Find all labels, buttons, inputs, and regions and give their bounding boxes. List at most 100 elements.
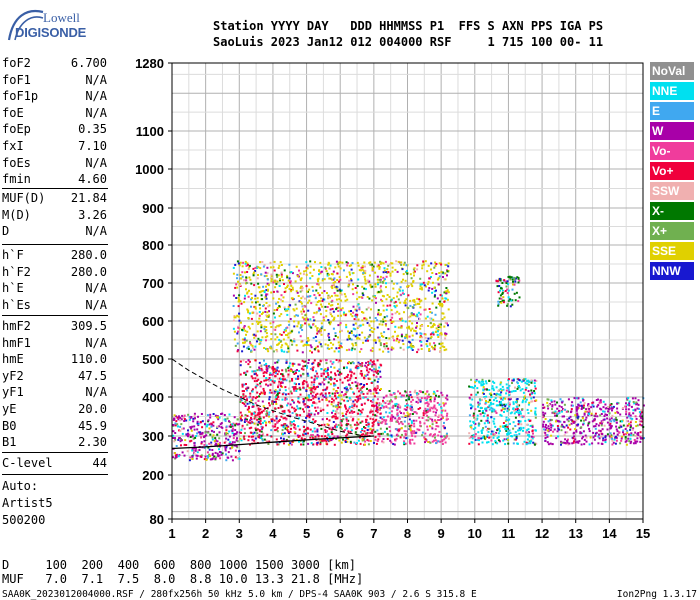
echo-pixel xyxy=(552,430,555,433)
echo-pixel xyxy=(181,432,184,435)
echo-pixel xyxy=(485,409,488,412)
echo-pixel xyxy=(239,364,242,367)
echo-pixel xyxy=(337,424,340,427)
echo-pixel xyxy=(363,261,366,264)
echo-pixel xyxy=(434,419,437,422)
echo-pixel xyxy=(410,400,413,403)
echo-pixel xyxy=(517,423,520,426)
echo-pixel xyxy=(291,412,294,414)
echo-pixel xyxy=(482,410,484,413)
echo-pixel xyxy=(265,414,268,417)
echo-pixel xyxy=(242,396,245,399)
echo-pixel xyxy=(256,369,259,372)
echo-pixel xyxy=(237,330,239,333)
echo-pixel xyxy=(438,300,441,303)
echo-pixel xyxy=(311,421,314,424)
echo-pixel xyxy=(410,432,413,435)
echo-pixel xyxy=(629,428,632,431)
echo-pixel xyxy=(474,433,477,436)
echo-pixel xyxy=(316,372,319,375)
echo-pixel xyxy=(273,390,276,393)
echo-pixel xyxy=(250,417,252,419)
echo-pixel xyxy=(526,408,529,411)
echo-pixel xyxy=(396,409,399,412)
echo-pixel xyxy=(256,413,259,416)
echo-pixel xyxy=(477,443,480,446)
echo-pixel xyxy=(380,388,382,390)
echo-pixel xyxy=(301,438,304,441)
echo-pixel xyxy=(378,267,381,270)
echo-pixel xyxy=(270,277,273,280)
echo-pixel xyxy=(423,409,426,412)
echo-pixel xyxy=(279,407,282,410)
echo-pixel xyxy=(542,411,545,414)
echo-pixel xyxy=(242,345,245,348)
legend-item: NNE xyxy=(650,82,694,100)
echo-pixel xyxy=(603,410,606,413)
echo-pixel xyxy=(528,440,531,443)
echo-pixel xyxy=(288,288,291,290)
echo-pixel xyxy=(632,427,635,430)
echo-pixel xyxy=(236,332,239,335)
echo-pixel xyxy=(478,423,481,425)
echo-pixel xyxy=(257,408,260,411)
echo-pixel xyxy=(520,423,523,426)
echo-pixel xyxy=(234,433,237,436)
echo-pixel xyxy=(291,272,294,275)
echo-pixel xyxy=(229,441,232,444)
logo-digisonde-text: DIGISONDE xyxy=(15,25,87,40)
echo-pixel xyxy=(328,348,331,350)
echo-pixel xyxy=(397,260,400,263)
echo-pixel xyxy=(292,362,295,365)
echo-pixel xyxy=(575,419,578,422)
echo-pixel xyxy=(311,351,313,354)
echo-pixel xyxy=(244,329,247,332)
echo-pixel xyxy=(358,394,361,397)
echo-pixel xyxy=(334,332,337,335)
echo-pixel xyxy=(335,390,338,393)
echo-pixel xyxy=(417,348,420,351)
echo-pixel xyxy=(331,315,334,318)
echo-pixel xyxy=(486,388,488,391)
echo-pixel xyxy=(530,440,533,443)
echo-pixel xyxy=(432,433,435,436)
echo-pixel xyxy=(427,416,430,419)
echo-pixel xyxy=(504,290,507,292)
echo-pixel xyxy=(612,418,615,421)
echo-pixel xyxy=(637,407,640,410)
echo-pixel xyxy=(328,419,331,422)
echo-pixel xyxy=(575,430,578,433)
echo-pixel xyxy=(188,459,191,462)
echo-pixel xyxy=(283,350,286,353)
echo-pixel xyxy=(325,440,328,443)
echo-pixel xyxy=(239,437,242,440)
echo-pixel xyxy=(474,418,477,421)
echo-pixel xyxy=(320,375,323,377)
echo-pixel xyxy=(290,392,293,395)
muf-row: MUF 7.0 7.1 7.5 8.0 8.8 10.0 13.3 21.8 [… xyxy=(2,572,364,586)
echo-pixel xyxy=(278,264,281,267)
echo-pixel xyxy=(210,425,213,428)
echo-pixel xyxy=(628,404,631,407)
echo-pixel xyxy=(526,438,529,441)
echo-pixel xyxy=(636,440,639,443)
echo-pixel xyxy=(261,426,264,429)
echo-pixel xyxy=(221,452,224,455)
echo-pixel xyxy=(632,401,635,403)
echo-pixel xyxy=(382,350,385,353)
echo-pixel xyxy=(364,427,367,429)
echo-pixel xyxy=(331,433,334,435)
echo-pixel xyxy=(262,304,265,307)
echo-pixel xyxy=(514,431,517,434)
echo-pixel xyxy=(284,424,286,427)
echo-pixel xyxy=(609,433,612,436)
echo-pixel xyxy=(526,382,529,385)
echo-pixel xyxy=(304,322,307,325)
echo-pixel xyxy=(490,430,493,433)
echo-pixel xyxy=(288,410,291,413)
param-row: fxI 7.10 xyxy=(2,138,107,154)
echo-pixel xyxy=(372,404,375,407)
auto-label: Auto: xyxy=(2,479,39,493)
echo-pixel xyxy=(439,294,442,297)
echo-pixel xyxy=(251,370,254,373)
